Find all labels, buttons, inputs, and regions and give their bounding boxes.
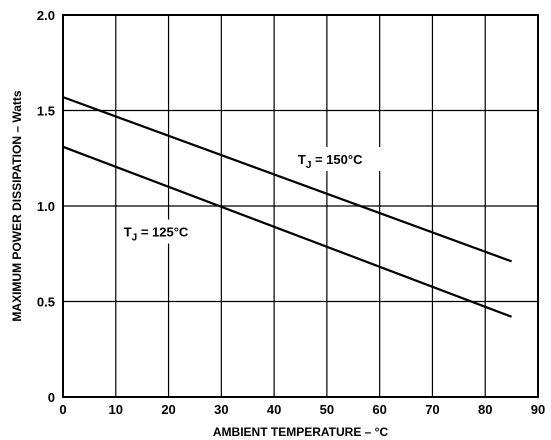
annotation-label-1: TJ = 150°C — [298, 152, 363, 171]
annotation-background — [293, 146, 392, 171]
x-tick-label: 0 — [59, 402, 66, 417]
annotation-label-2: TJ = 125°C — [124, 225, 189, 244]
x-tick-label: 40 — [267, 402, 281, 417]
grid-lines — [63, 15, 538, 397]
tick-labels: 0 10 20 30 40 50 60 70 80 90 0 0.5 1.0 1.5 2.0 — [37, 8, 545, 417]
y-tick-label: 1.5 — [37, 104, 55, 119]
y-axis-title: MAXIMUM POWER DISSIPATION – Watts — [10, 90, 24, 321]
x-tick-label: 90 — [531, 402, 545, 417]
x-tick-label: 30 — [214, 402, 228, 417]
x-axis-title: AMBIENT TEMPERATURE – °C — [213, 425, 389, 439]
y-tick-label: 1.0 — [37, 199, 55, 214]
x-tick-label: 10 — [109, 402, 123, 417]
x-tick-label: 20 — [161, 402, 175, 417]
series-line-2 — [62, 145, 513, 318]
plot-frame — [62, 14, 539, 398]
y-tick-label: 0 — [48, 390, 55, 405]
x-tick-label: 80 — [478, 402, 492, 417]
x-tick-label: 50 — [320, 402, 334, 417]
x-tick-label: 60 — [372, 402, 386, 417]
y-tick-label: 2.0 — [37, 8, 55, 23]
series-lines — [62, 96, 513, 318]
annotations: TJ = 150°C TJ = 125°C — [119, 146, 392, 244]
annotation-background — [119, 219, 218, 244]
x-tick-label: 70 — [425, 402, 439, 417]
series-line-1 — [62, 96, 512, 263]
y-tick-label: 0.5 — [37, 295, 55, 310]
